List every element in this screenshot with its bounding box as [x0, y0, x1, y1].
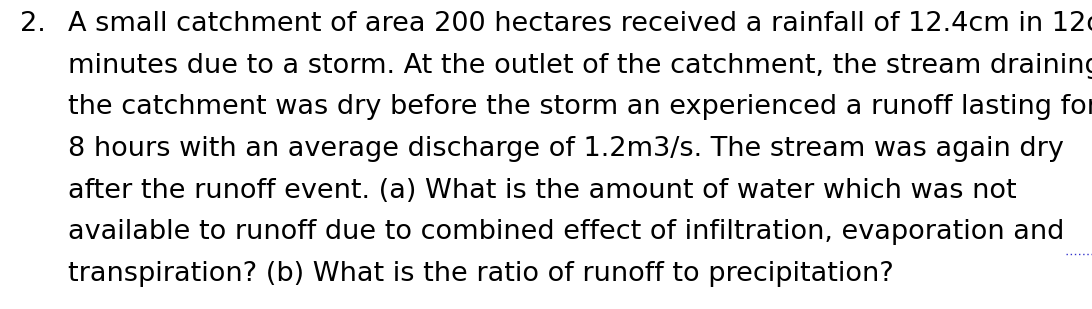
Text: A small catchment of area 200 hectares received a rainfall of 12.4cm in 12o: A small catchment of area 200 hectares r… [68, 11, 1092, 37]
Text: the catchment was dry before the storm an experienced a runoff lasting for: the catchment was dry before the storm a… [68, 94, 1092, 120]
Text: transpiration? (b) What is the ratio of runoff to precipitation?: transpiration? (b) What is the ratio of … [68, 261, 893, 287]
Text: 8 hours with an average discharge of 1.2m3/s. The stream was again dry: 8 hours with an average discharge of 1.2… [68, 136, 1064, 162]
Text: available to runoff due to combined effect of infiltration, evaporation and: available to runoff due to combined effe… [68, 219, 1064, 245]
Text: minutes due to a storm. At the outlet of the catchment, the stream draining: minutes due to a storm. At the outlet of… [68, 53, 1092, 78]
Text: after the runoff event. (a) What is the amount of water which was not: after the runoff event. (a) What is the … [68, 178, 1017, 204]
Text: 2.: 2. [20, 11, 46, 37]
